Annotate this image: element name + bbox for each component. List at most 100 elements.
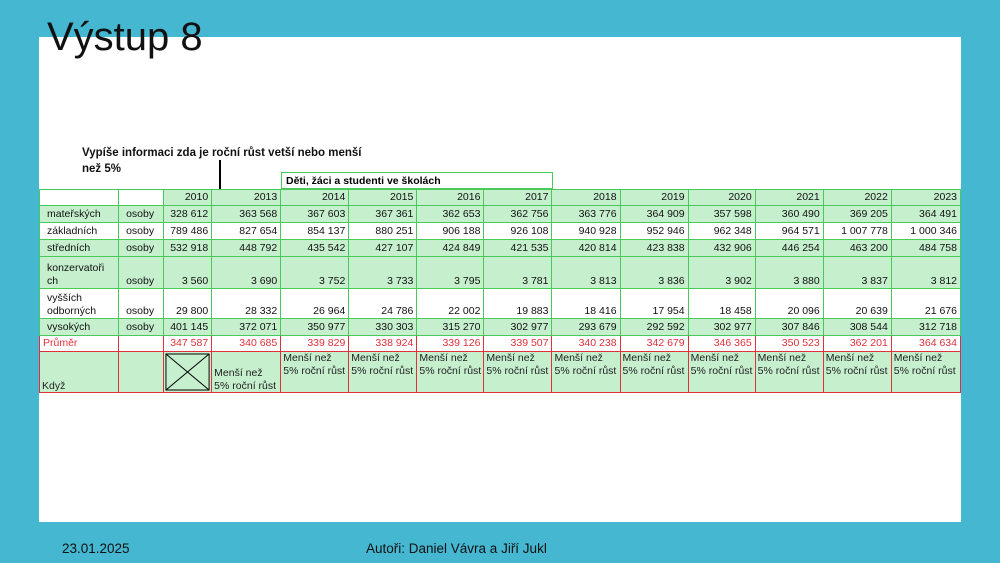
year-header: 2013	[211, 189, 282, 206]
year-header: 2023	[890, 189, 962, 206]
value-cell: 312 718	[890, 318, 962, 336]
header-empty-cell	[38, 189, 120, 206]
condition-empty-cell	[118, 351, 165, 393]
condition-value: Menší než 5% roční růst	[348, 351, 418, 393]
value-cell: 367 603	[280, 205, 350, 223]
value-cell: 357 598	[687, 205, 756, 223]
value-cell: 20 639	[822, 288, 892, 319]
average-value: 339 829	[280, 335, 350, 352]
table-row: základních osoby 789 486 827 654 854 137 880 …	[38, 222, 962, 240]
condition-value: Menší než 5% roční růst	[280, 351, 350, 393]
value-cell: 424 849	[416, 239, 485, 257]
year-header: 2017	[483, 189, 553, 206]
slide-title: Výstup 8	[47, 15, 203, 59]
value-cell: 308 544	[822, 318, 892, 336]
average-value: 338 924	[348, 335, 418, 352]
value-cell: 880 251	[348, 222, 418, 240]
value-cell: 293 679	[551, 318, 621, 336]
value-cell: 367 361	[348, 205, 418, 223]
condition-value: Menší než 5% roční růst	[687, 351, 756, 393]
value-cell: 3 733	[348, 256, 418, 289]
value-cell: 302 977	[687, 318, 756, 336]
average-value: 347 587	[163, 335, 213, 352]
value-cell: 3 813	[551, 256, 621, 289]
year-header: 2022	[822, 189, 892, 206]
value-cell: 1 007 778	[822, 222, 892, 240]
value-cell: 3 690	[211, 256, 282, 289]
year-header: 2015	[348, 189, 418, 206]
year-header: 2019	[619, 189, 689, 206]
average-empty-cell	[118, 335, 165, 352]
value-cell: 906 188	[416, 222, 485, 240]
value-cell: 1 000 346	[890, 222, 962, 240]
value-cell: 363 568	[211, 205, 282, 223]
year-header: 2020	[687, 189, 756, 206]
value-cell: 302 977	[483, 318, 553, 336]
cross-mark-icon	[165, 353, 210, 391]
data-table: 2010 2013 2014 2015 2016 2017 2018 2019 …	[38, 189, 962, 393]
value-cell: 292 592	[619, 318, 689, 336]
value-cell: 420 814	[551, 239, 621, 257]
row-unit: osoby	[118, 318, 165, 336]
average-label: Průměr	[38, 335, 120, 352]
average-value: 339 126	[416, 335, 485, 352]
table-row: vysokých osoby 401 145 372 071 350 977 330 30…	[38, 318, 962, 336]
value-cell: 827 654	[211, 222, 282, 240]
row-label: konzervatoři ch	[38, 256, 120, 289]
value-cell: 432 906	[687, 239, 756, 257]
average-value: 340 238	[551, 335, 621, 352]
table-row: vyšších odborných osoby 29 800 28 332 26 964…	[38, 288, 962, 319]
year-header: 2018	[551, 189, 621, 206]
value-cell: 423 838	[619, 239, 689, 257]
condition-value: Menší než 5% roční růst	[211, 351, 282, 393]
value-cell: 350 977	[280, 318, 350, 336]
value-cell: 448 792	[211, 239, 282, 257]
value-cell: 854 137	[280, 222, 350, 240]
average-value: 350 523	[754, 335, 824, 352]
row-unit: osoby	[118, 288, 165, 319]
row-label: vysokých	[38, 318, 120, 336]
value-cell: 964 571	[754, 222, 824, 240]
crossed-cell	[163, 351, 213, 393]
value-cell: 21 676	[890, 288, 962, 319]
value-cell: 940 928	[551, 222, 621, 240]
value-cell: 372 071	[211, 318, 282, 336]
value-cell: 364 491	[890, 205, 962, 223]
value-cell: 435 542	[280, 239, 350, 257]
table-row: středních osoby 532 918 448 792 435 542 427 1…	[38, 239, 962, 257]
value-cell: 18 416	[551, 288, 621, 319]
value-cell: 362 756	[483, 205, 553, 223]
row-label: mateřských	[38, 205, 120, 223]
average-value: 339 507	[483, 335, 553, 352]
value-cell: 3 836	[619, 256, 689, 289]
row-label: středních	[38, 239, 120, 257]
value-cell: 3 812	[890, 256, 962, 289]
row-unit: osoby	[118, 222, 165, 240]
average-value: 340 685	[211, 335, 282, 352]
value-cell: 3 752	[280, 256, 350, 289]
condition-row: Když Menší než 5% roční růst Menší než 5% …	[38, 351, 962, 393]
footer-date: 23.01.2025	[62, 541, 130, 556]
footer-authors: Autoři: Daniel Vávra a Jiří Jukl	[366, 541, 547, 556]
value-cell: 363 776	[551, 205, 621, 223]
average-value: 362 201	[822, 335, 892, 352]
value-cell: 446 254	[754, 239, 824, 257]
condition-label: Když	[38, 351, 120, 393]
average-value: 346 365	[687, 335, 756, 352]
value-cell: 952 946	[619, 222, 689, 240]
value-cell: 24 786	[348, 288, 418, 319]
row-unit: osoby	[118, 205, 165, 223]
condition-value: Menší než 5% roční růst	[416, 351, 485, 393]
average-value: 364 634	[890, 335, 962, 352]
value-cell: 789 486	[163, 222, 213, 240]
header-row: 2010 2013 2014 2015 2016 2017 2018 2019 …	[38, 189, 962, 206]
table-row: konzervatoři ch osoby 3 560 3 690 3 752 3 733…	[38, 256, 962, 289]
value-cell: 328 612	[163, 205, 213, 223]
value-cell: 362 653	[416, 205, 485, 223]
value-cell: 19 883	[483, 288, 553, 319]
average-row: Průměr 347 587 340 685 339 829 338 924 339 12…	[38, 335, 962, 352]
condition-value: Menší než 5% roční růst	[754, 351, 824, 393]
year-header: 2016	[416, 189, 485, 206]
value-cell: 484 758	[890, 239, 962, 257]
value-cell: 369 205	[822, 205, 892, 223]
